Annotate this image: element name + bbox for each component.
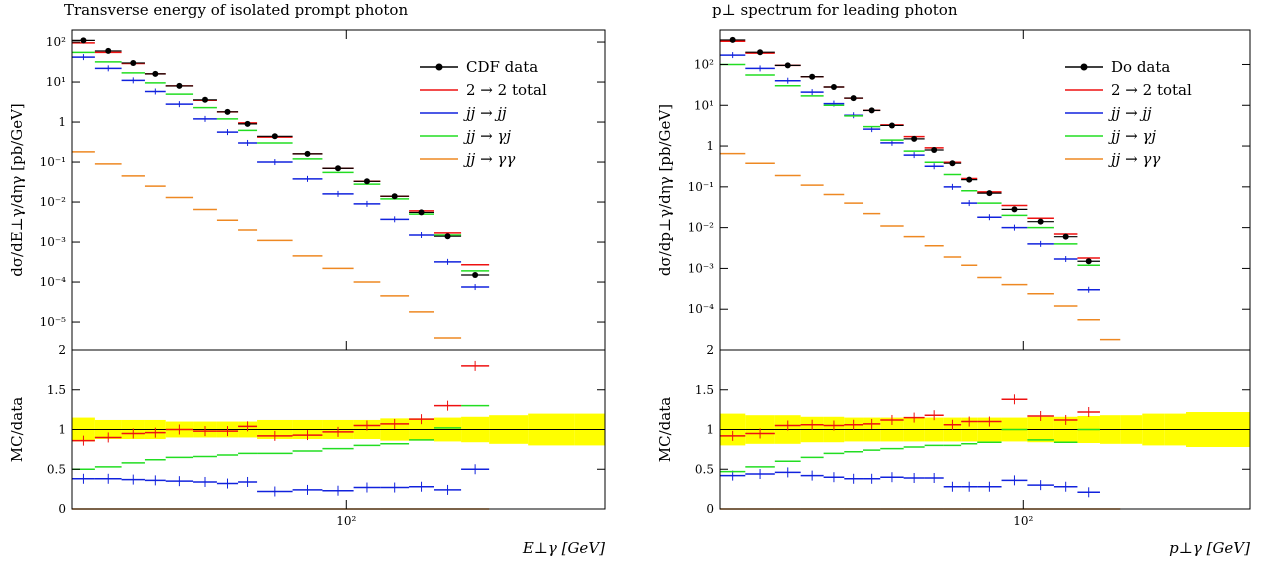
series-1	[720, 36, 1100, 265]
ratio-tick-label: 1	[706, 423, 714, 437]
y-tick-label: 10²	[46, 35, 66, 49]
data-point	[244, 120, 251, 127]
y-tick-label: 10⁻³	[40, 235, 67, 249]
legend-label: 2 → 2 total	[466, 81, 547, 99]
data-point	[472, 271, 479, 278]
legend-label: Do data	[1111, 58, 1170, 76]
series-5	[72, 151, 490, 510]
data-point	[757, 49, 764, 56]
ratio-tick-label: 2	[706, 343, 714, 357]
y-tick-label: 10¹	[46, 75, 66, 89]
y-tick-label: 10⁻²	[40, 195, 67, 209]
series-1	[72, 37, 490, 278]
data-point	[1011, 206, 1018, 213]
data-point	[966, 176, 973, 183]
data-point	[130, 59, 137, 66]
data-point	[949, 160, 956, 167]
data-point	[224, 108, 231, 115]
data-point	[80, 37, 87, 44]
x-tick-label: 10²	[336, 514, 356, 528]
main-plot-frame	[719, 29, 1251, 351]
data-point	[868, 107, 875, 114]
chart-title: Transverse energy of isolated prompt pho…	[64, 1, 408, 19]
data-point	[418, 209, 425, 216]
data-point	[850, 95, 857, 102]
ratio-tick-label: 2	[58, 343, 66, 357]
y-tick-label: 10²	[694, 57, 714, 71]
y-tick-label: 10⁻²	[688, 221, 715, 235]
y-axis-label: dσ/dp⊥γ/dηγ [pb/GeV]	[656, 104, 674, 276]
data-point	[363, 178, 370, 185]
data-point	[1085, 258, 1092, 265]
legend-label: jj → jj	[1108, 104, 1152, 122]
x-tick-label: 10²	[1013, 514, 1033, 528]
legend-label: 2 → 2 total	[1111, 81, 1192, 99]
data-point	[986, 190, 993, 197]
data-point	[1037, 218, 1044, 225]
ratio-tick-label: 1.5	[47, 383, 66, 397]
y-tick-label: 10⁻⁵	[40, 315, 67, 329]
data-point	[911, 135, 918, 142]
y-tick-label: 10⁻³	[688, 261, 715, 275]
chart-panel-1: Transverse energy of isolated prompt pho…	[8, 1, 606, 557]
data-point	[888, 122, 895, 129]
main-plot-frame	[71, 29, 606, 351]
data-point	[201, 96, 208, 103]
x-axis-label: E⊥γ [GeV]	[522, 539, 605, 557]
series-3	[72, 54, 490, 497]
data-point	[1062, 233, 1069, 240]
chart-panel-2: p⊥ spectrum for leading photon 10² 10¹ 1 10⁻…	[656, 1, 1251, 557]
legend-marker	[1080, 63, 1088, 71]
data-point	[729, 36, 736, 43]
series-4	[720, 63, 1100, 473]
legend-label: jj → jj	[463, 104, 507, 122]
data-point	[444, 233, 451, 240]
ratio-y-axis-label: MC/data	[8, 397, 26, 462]
data-point	[271, 133, 278, 140]
legend-label: jj → γj	[1108, 127, 1156, 145]
data-point	[152, 70, 159, 77]
ratio-tick-label: 1	[58, 423, 66, 437]
data-point	[391, 193, 398, 200]
y-tick-label: 1	[58, 115, 66, 129]
ratio-tick-label: 0	[58, 502, 66, 516]
data-point	[830, 84, 837, 91]
series-5	[720, 152, 1121, 510]
ratio-tick-label: 1.5	[695, 383, 714, 397]
ratio-tick-label: 0.5	[47, 462, 66, 476]
y-axis-label: dσ/dE⊥γ/dηγ [pb/GeV]	[8, 103, 26, 277]
y-tick-label: 1	[706, 139, 714, 153]
data-point	[335, 165, 342, 172]
y-tick-label: 10⁻⁴	[688, 302, 715, 316]
legend-marker	[435, 63, 443, 71]
ratio-y-axis-label: MC/data	[656, 397, 674, 462]
chart-title: p⊥ spectrum for leading photon	[712, 1, 958, 19]
x-axis-label: p⊥γ [GeV]	[1169, 539, 1250, 557]
data-point	[176, 82, 183, 89]
series-4	[72, 51, 490, 470]
data-point	[304, 150, 311, 157]
legend: Do data 2 → 2 total jj → jj jj → γj jj → γγ	[1065, 58, 1192, 168]
ratio-tick-label: 0.5	[695, 462, 714, 476]
series-2	[72, 42, 490, 446]
legend-label: jj → γj	[463, 127, 511, 145]
data-point	[105, 47, 112, 54]
legend-label: CDF data	[466, 58, 538, 76]
legend-label: jj → γγ	[1108, 150, 1160, 168]
data-point	[931, 147, 938, 154]
series-2	[720, 40, 1100, 441]
legend: CDF data 2 → 2 total jj → jj jj → γj jj → γγ	[420, 58, 547, 168]
y-tick-label: 10¹	[694, 98, 714, 112]
legend-label: jj → γγ	[463, 150, 515, 168]
ratio-tick-label: 0	[706, 502, 714, 516]
data-point	[809, 73, 816, 80]
y-tick-label: 10⁻¹	[688, 180, 714, 194]
data-point	[784, 62, 791, 69]
y-tick-label: 10⁻¹	[40, 155, 66, 169]
y-tick-label: 10⁻⁴	[40, 275, 67, 289]
